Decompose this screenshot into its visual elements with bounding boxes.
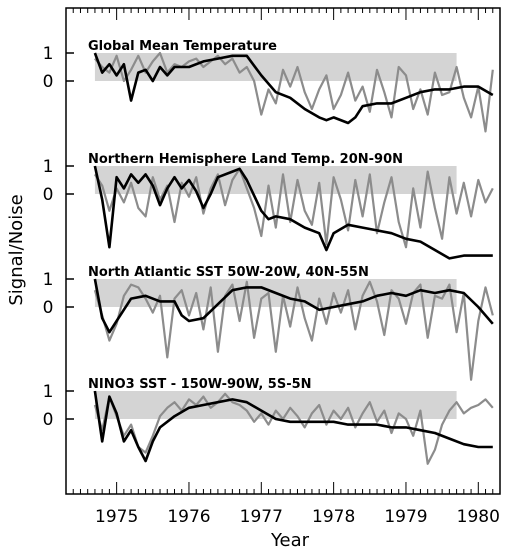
y-axis-label: Signal/Noise: [6, 194, 27, 305]
y-tick-label: 0: [43, 410, 54, 430]
raw-series-line-2: [93, 280, 494, 381]
smooth-series-line-3: [93, 390, 493, 463]
y-tick-label: 1: [43, 270, 54, 290]
x-tick-label: 1976: [167, 507, 210, 527]
smooth-series-line-1: [93, 165, 493, 260]
y-tick-label: 0: [43, 185, 54, 205]
panel-title-3: NINO3 SST - 150W-90W, 5S-5N: [88, 377, 312, 392]
x-axis-ticks: 1975 1976 1977 1978 1979 1980: [65, 8, 501, 527]
y-tick-label: 1: [43, 382, 54, 402]
series-lines: [93, 51, 494, 465]
x-axis-label: Year: [270, 530, 310, 551]
raw-series-line-1: [93, 167, 494, 249]
raw-series-line-3: [93, 392, 494, 465]
x-tick-label: 1980: [457, 507, 500, 527]
raw-series-line-0: [94, 51, 494, 133]
panel-title-0: Global Mean Temperature: [88, 39, 277, 54]
band-3: [94, 391, 457, 419]
panel-title-2: North Atlantic SST 50W-20W, 40N-55N: [88, 265, 369, 280]
y-tick-label: 1: [43, 157, 54, 177]
y-tick-label: 0: [43, 72, 54, 92]
smooth-series-line-0: [93, 52, 494, 125]
x-tick-label: 1979: [384, 507, 427, 527]
panel-titles: Global Mean Temperature Northern Hemisphe…: [88, 39, 403, 392]
x-tick-label: 1978: [312, 507, 355, 527]
y-axis-ticks: 1 0 1 0 1 0 1 0: [43, 44, 74, 430]
x-tick-label: 1975: [95, 507, 138, 527]
panel-title-1: Northern Hemisphere Land Temp. 20N-90N: [88, 152, 403, 167]
y-tick-label: 0: [43, 298, 54, 318]
y-tick-label: 1: [43, 44, 54, 64]
smooth-series-line-2: [93, 278, 494, 334]
x-tick-label: 1977: [240, 507, 283, 527]
